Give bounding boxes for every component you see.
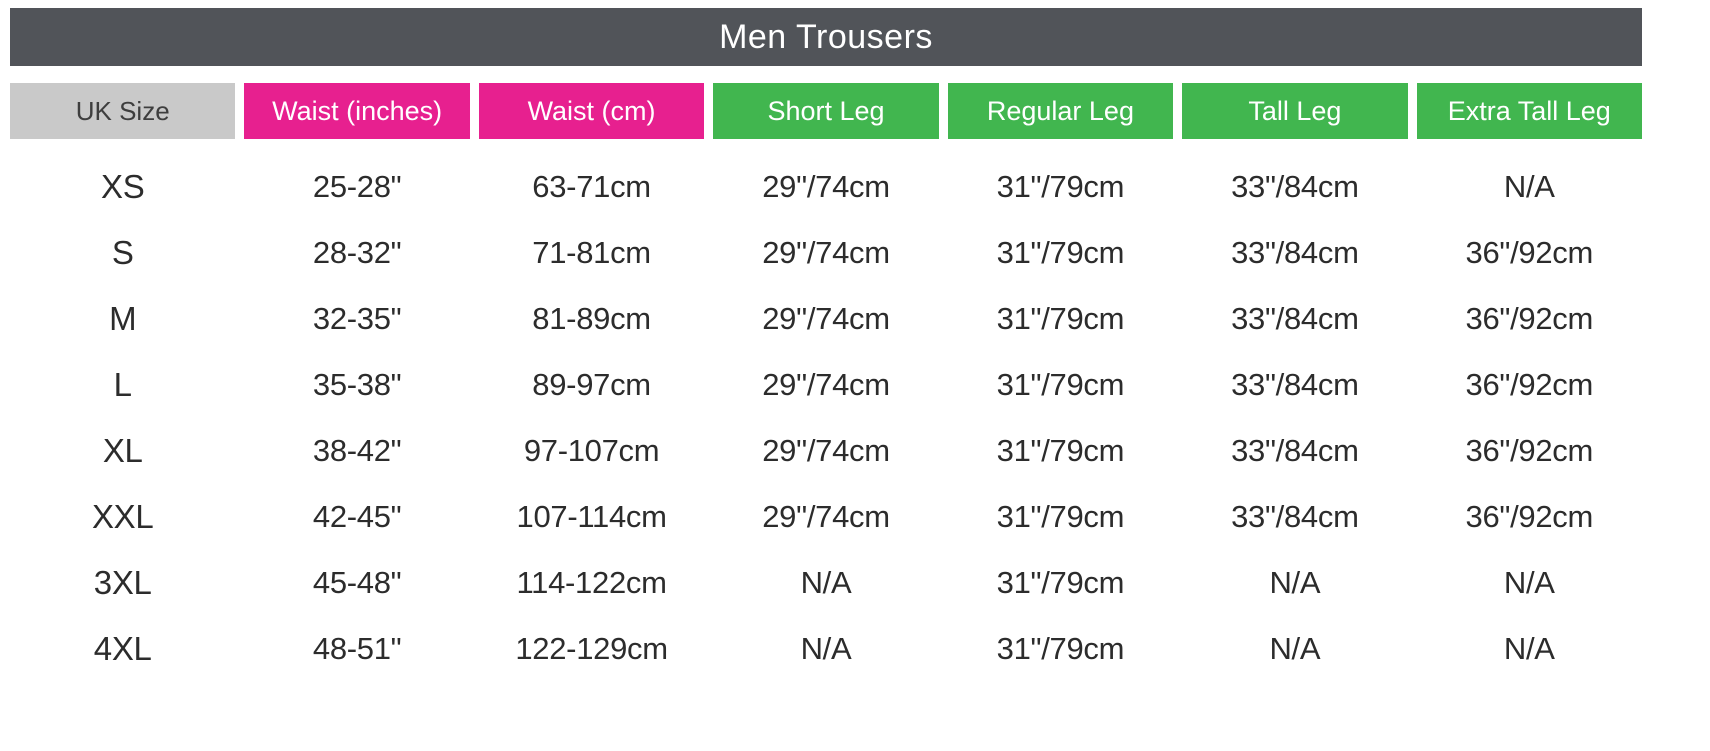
- table-cell: 31"/79cm: [996, 631, 1125, 666]
- header-cell-waist-inches: Waist (inches): [244, 83, 470, 139]
- table-cell: 33"/84cm: [1231, 433, 1359, 468]
- table-row: XS 25-28" 63-71cm 29"/74cm 31"/79cm 33"/84cm N…: [10, 154, 1642, 220]
- table-cell: N/A: [1503, 631, 1555, 666]
- table-cell: 31"/79cm: [996, 433, 1125, 468]
- table-cell: 33"/84cm: [1231, 301, 1359, 336]
- table-cell: N/A: [800, 565, 852, 600]
- row-size-label: XS: [101, 168, 145, 205]
- table-cell: 29"/74cm: [762, 169, 890, 204]
- header-cell-uk-size: UK Size: [10, 83, 236, 139]
- table-cell: 29"/74cm: [762, 235, 890, 270]
- page-title: Men Trousers: [719, 17, 933, 56]
- table-cell: 97-107cm: [523, 433, 660, 468]
- table-cell: 29"/74cm: [762, 433, 890, 468]
- table-cell: N/A: [1503, 169, 1555, 204]
- row-size-label: M: [109, 300, 137, 337]
- title-bar: Men Trousers: [10, 8, 1642, 66]
- table-cell: 32-35": [312, 301, 402, 336]
- table-cell: 31"/79cm: [996, 565, 1125, 600]
- table-cell: N/A: [1269, 631, 1321, 666]
- table-cell: 36"/92cm: [1465, 301, 1594, 336]
- table-row: S 28-32" 71-81cm 29"/74cm 31"/79cm 33"/84cm 36…: [10, 220, 1642, 286]
- header-cell-tall-leg: Tall Leg: [1182, 83, 1408, 139]
- table-cell: 42-45": [312, 499, 402, 534]
- table-cell: 31"/79cm: [996, 499, 1125, 534]
- table-cell: 45-48": [312, 565, 402, 600]
- table-cell: 63-71cm: [532, 169, 651, 204]
- table-row: 4XL 48-51" 122-129cm N/A 31"/79cm N/A N/A: [10, 616, 1642, 682]
- table-cell: 36"/92cm: [1465, 235, 1594, 270]
- header-cell-short-leg: Short Leg: [713, 83, 939, 139]
- table-row: M 32-35" 81-89cm 29"/74cm 31"/79cm 33"/84cm 36…: [10, 286, 1642, 352]
- table-row: XXL 42-45" 107-114cm 29"/74cm 31"/79cm 33"/84…: [10, 484, 1642, 550]
- table-row: L 35-38" 89-97cm 29"/74cm 31"/79cm 33"/84cm 36…: [10, 352, 1642, 418]
- table-cell: 33"/84cm: [1231, 367, 1359, 402]
- header-cell-regular-leg: Regular Leg: [947, 83, 1174, 139]
- table-cell: 36"/92cm: [1465, 433, 1594, 468]
- table-cell: N/A: [1269, 565, 1321, 600]
- row-size-label: XXL: [91, 498, 154, 535]
- table-cell: 114-122cm: [516, 565, 667, 600]
- header-cell-waist-cm: Waist (cm): [478, 83, 705, 139]
- table-cell: N/A: [800, 631, 852, 666]
- table-cell: 48-51": [312, 631, 402, 666]
- table-cell: 31"/79cm: [996, 367, 1125, 402]
- table-cell: 25-28": [312, 169, 402, 204]
- table-cell: 29"/74cm: [762, 367, 890, 402]
- header-cell-extra-tall-leg: Extra Tall Leg: [1416, 83, 1642, 139]
- table-cell: 33"/84cm: [1231, 169, 1359, 204]
- table-cell: 122-129cm: [515, 631, 668, 666]
- row-size-label: S: [111, 234, 134, 271]
- table-cell: 81-89cm: [532, 301, 651, 336]
- table-row: XL 38-42" 97-107cm 29"/74cm 31"/79cm 33"/84cm…: [10, 418, 1642, 484]
- table-cell: 36"/92cm: [1465, 367, 1594, 402]
- table-cell: 71-81cm: [532, 235, 651, 270]
- table-cell: 31"/79cm: [996, 169, 1125, 204]
- table-cell: 33"/84cm: [1231, 499, 1359, 534]
- table-header-row: UK Size Waist (inches) Waist (cm) Short …: [10, 83, 1642, 139]
- table-cell: 33"/84cm: [1231, 235, 1359, 270]
- table-cell: 31"/79cm: [996, 235, 1125, 270]
- table-cell: 107-114cm: [516, 499, 667, 534]
- row-size-label: 3XL: [93, 564, 152, 601]
- table-row: 3XL 45-48" 114-122cm N/A 31"/79cm N/A N/A: [10, 550, 1642, 616]
- table-cell: 28-32": [312, 235, 402, 270]
- table-cell: N/A: [1503, 565, 1555, 600]
- table-cell: 31"/79cm: [996, 301, 1125, 336]
- table-cell: 29"/74cm: [762, 301, 890, 336]
- table-cell: 35-38": [312, 367, 402, 402]
- row-size-label: L: [113, 366, 132, 403]
- row-size-label: 4XL: [93, 630, 152, 667]
- table-cell: 38-42": [312, 433, 402, 468]
- table-cell: 29"/74cm: [762, 499, 890, 534]
- table-body: XS 25-28" 63-71cm 29"/74cm 31"/79cm 33"/84cm N…: [10, 154, 1642, 682]
- table-cell: 36"/92cm: [1465, 499, 1594, 534]
- table-cell: 89-97cm: [532, 367, 651, 402]
- size-chart: Men Trousers UK Size Waist (inches) Wais…: [10, 8, 1642, 682]
- row-size-label: XL: [102, 432, 143, 469]
